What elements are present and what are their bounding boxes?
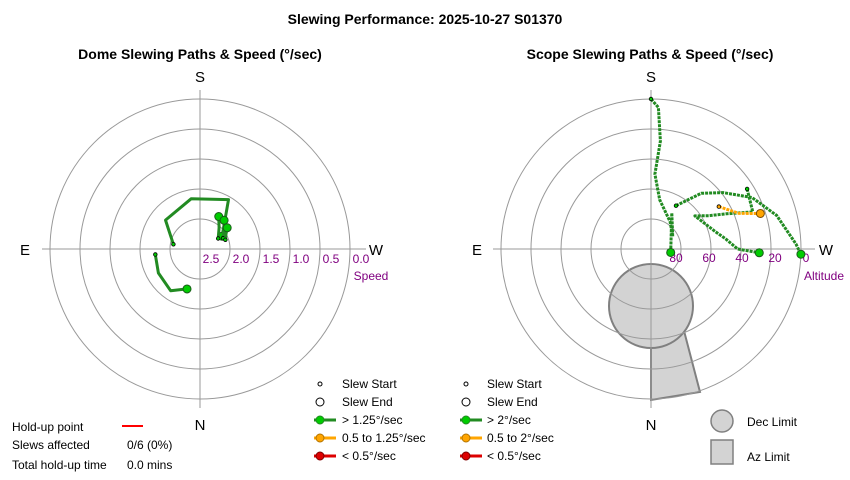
scope-slew-end-marker: [796, 249, 806, 259]
scope-slew-end-marker: [755, 208, 765, 218]
legend-fast-marker: [315, 415, 325, 425]
legend-label: 0.5 to 1.25°/sec: [342, 431, 426, 445]
scope-dir-right: W: [819, 242, 834, 259]
legend-start-marker: [463, 381, 469, 387]
legend-medium-marker: [461, 433, 471, 443]
dome-title: Dome Slewing Paths & Speed (°/sec): [78, 46, 322, 62]
legend-end-marker: [461, 397, 471, 407]
legend-label: < 0.5°/sec: [487, 449, 541, 463]
dome-tick-label: 0.0: [353, 252, 370, 266]
scope-slew-end-marker: [666, 247, 676, 257]
legend-label: > 1.25°/sec: [342, 413, 403, 427]
holdup-info: Hold-up point Slews affected 0/6 (0%) To…: [12, 420, 172, 472]
scope-slew-path: [718, 205, 761, 215]
scope-slew-end-marker: [754, 248, 764, 258]
scope-title: Scope Slewing Paths & Speed (°/sec): [527, 46, 774, 62]
scope-paths: [648, 96, 806, 259]
dome-dir-left: E: [20, 242, 30, 259]
dome-dir-right: W: [369, 242, 384, 259]
dome-slew-start-marker: [223, 237, 228, 242]
dome-tick-label: 1.0: [293, 252, 310, 266]
legend-label: Slew Start: [342, 377, 397, 391]
dome-slew-start-marker: [215, 236, 221, 241]
scope-tick-label: 40: [735, 251, 749, 265]
legend-slow-marker: [461, 451, 471, 461]
legend-fast-marker: [461, 415, 471, 425]
scope-dir-bottom: N: [646, 417, 657, 434]
scope-radial-axis-label: Altitude: [804, 269, 844, 283]
dome-tick-label: 2.0: [233, 252, 250, 266]
holdup-point-label: Hold-up point: [12, 420, 84, 434]
legend-label: Dec Limit: [747, 415, 798, 429]
dome-radial-axis-label: Speed: [354, 269, 389, 283]
holdup-time-label: Total hold-up time: [12, 458, 107, 472]
az-limit-legend-marker: [710, 439, 734, 465]
scope-tick-label: 20: [768, 251, 782, 265]
scope-tick-label: 60: [702, 251, 716, 265]
scope-slew-start-marker: [716, 204, 722, 209]
scope-dir-left: E: [472, 242, 482, 259]
scope-slew-start-marker: [744, 186, 750, 192]
legend-label: Slew End: [487, 395, 538, 409]
slews-affected-label: Slews affected: [12, 438, 90, 452]
dome-rings: [42, 90, 366, 408]
legend-end-marker: [315, 397, 325, 407]
dome-slew-path: [164, 197, 230, 245]
scope-panel: Scope Slewing Paths & Speed (°/sec) S N …: [472, 46, 844, 434]
dec-limit-legend-marker: [710, 409, 734, 433]
limit-legend: Dec Limit Az Limit: [710, 409, 798, 465]
slews-affected-value: 0/6 (0%): [127, 438, 172, 452]
legend-slow-marker: [315, 451, 325, 461]
legend-label: > 2°/sec: [487, 413, 531, 427]
dome-slew-end-marker: [222, 223, 232, 233]
legend-medium-marker: [315, 433, 325, 443]
legend-label: < 0.5°/sec: [342, 449, 396, 463]
scope-slew-path: [649, 98, 675, 253]
legend-label: Slew End: [342, 395, 393, 409]
legend-label: Az Limit: [747, 450, 790, 464]
dome-slew-end-marker: [219, 215, 229, 225]
dome-tick-label: 0.5: [323, 252, 340, 266]
dome-slew-start-marker: [171, 242, 176, 247]
scope-tick-label: 0: [803, 251, 810, 265]
figure-title: Slewing Performance: 2025-10-27 S01370: [288, 11, 563, 27]
scope-rings: [493, 90, 815, 408]
dome-legend: Slew Start Slew End > 1.25°/sec 0.5 to 1…: [314, 377, 426, 463]
dome-tick-label: 2.5: [203, 252, 220, 266]
legend-start-marker: [317, 381, 323, 387]
holdup-time-value: 0.0 mins: [127, 458, 172, 472]
scope-dir-top: S: [646, 69, 656, 86]
legend-label: Slew Start: [487, 377, 542, 391]
scope-slew-start-marker: [673, 203, 679, 208]
dome-panel: Dome Slewing Paths & Speed (°/sec) S N E…: [20, 46, 388, 434]
legend-label: 0.5 to 2°/sec: [487, 431, 554, 445]
dome-paths: [153, 197, 232, 294]
dome-dir-top: S: [195, 69, 205, 86]
dome-slew-end-marker: [182, 284, 192, 294]
scope-slew-start-marker: [648, 96, 654, 102]
dome-slew-path: [153, 254, 188, 293]
dome-slew-start-marker: [153, 252, 158, 257]
dome-tick-label: 1.5: [263, 252, 280, 266]
scope-legend: Slew Start Slew End > 2°/sec 0.5 to 2°/s…: [460, 377, 554, 463]
scope-slew-path: [675, 191, 803, 255]
dome-dir-bottom: N: [195, 417, 206, 434]
